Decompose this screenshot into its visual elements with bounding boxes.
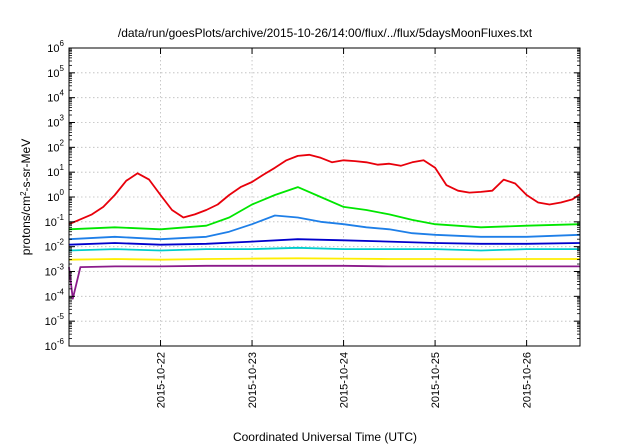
y-tick-exponent: -6: [57, 337, 65, 346]
y-tick-exponent: 0: [60, 188, 65, 197]
y-tick-exponent: 3: [60, 114, 65, 123]
grid-lines: [69, 48, 580, 346]
y-axis-label: protons/cm2-s-sr-MeV: [19, 139, 34, 255]
y-tick-base: 10: [45, 267, 57, 279]
y-axis-label-sup: 2: [19, 191, 28, 196]
x-tick-label: 2015-10-23: [247, 352, 259, 408]
chart-title: /data/run/goesPlots/archive/2015-10-26/1…: [118, 26, 533, 40]
y-tick-exponent: 1: [60, 163, 65, 172]
y-tick-base: 10: [47, 142, 59, 154]
x-tick-labels: 2015-10-22 2015-10-23 2015-10-24 2015-10-25…: [156, 352, 534, 408]
y-tick-base: 10: [47, 167, 59, 179]
y-tick-label: 106: [47, 39, 64, 55]
y-tick-exponent: -3: [57, 263, 65, 272]
y-tick-label: 10-4: [45, 287, 65, 303]
series-line-6: [68, 257, 580, 261]
y-tick-base: 10: [47, 43, 59, 55]
y-tick-label: 102: [47, 138, 64, 154]
x-tick-label: 2015-10-25: [430, 352, 442, 408]
y-tick-exponent: -5: [57, 312, 65, 321]
series-line-2: [68, 186, 581, 231]
x-tick-label: 2015-10-22: [156, 352, 168, 408]
y-tick-base: 10: [47, 118, 59, 130]
y-tick-label: 10-6: [45, 337, 65, 353]
y-tick-label: 10-1: [45, 213, 65, 229]
y-tick-label: 100: [47, 188, 64, 204]
y-tick-exponent: 6: [60, 39, 65, 48]
series-line-5: [68, 246, 580, 252]
y-tick-base: 10: [47, 68, 59, 80]
y-tick-base: 10: [45, 316, 57, 328]
y-tick-label: 101: [47, 163, 64, 179]
y-tick-exponent: -1: [57, 213, 65, 222]
y-tick-label: 104: [47, 89, 64, 105]
y-tick-exponent: -2: [57, 238, 65, 247]
y-tick-exponent: -4: [57, 287, 65, 296]
y-tick-exponent: 2: [60, 138, 65, 147]
y-tick-label: 10-5: [45, 312, 65, 328]
x-tick-label: 2015-10-24: [339, 352, 351, 408]
series-line-3: [68, 214, 581, 241]
y-tick-base: 10: [47, 192, 59, 204]
y-tick-label: 105: [47, 64, 64, 80]
y-axis-label-base: protons/cm: [19, 196, 33, 255]
y-axis-label-rest: -s-sr-MeV: [19, 139, 33, 192]
y-tick-exponent: 4: [60, 89, 65, 98]
series-line-4: [68, 238, 581, 246]
y-tick-labels: 10-610-510-410-310-210-11001011021031041…: [45, 39, 65, 353]
y-tick-base: 10: [45, 341, 57, 353]
y-tick-base: 10: [47, 93, 59, 105]
x-tick-label: 2015-10-26: [522, 352, 534, 408]
y-tick-base: 10: [45, 217, 57, 229]
y-tick-exponent: 5: [60, 64, 65, 73]
tick-marks: [69, 47, 580, 347]
y-tick-base: 10: [45, 291, 57, 303]
series-lines: [68, 153, 581, 300]
y-tick-label: 10-2: [45, 238, 65, 254]
series-line-7: [68, 264, 580, 300]
y-tick-label: 10-3: [45, 263, 65, 279]
y-tick-base: 10: [45, 242, 57, 254]
x-axis-label: Coordinated Universal Time (UTC): [233, 430, 417, 444]
y-tick-label: 103: [47, 114, 64, 130]
series-line-1: [68, 153, 581, 226]
